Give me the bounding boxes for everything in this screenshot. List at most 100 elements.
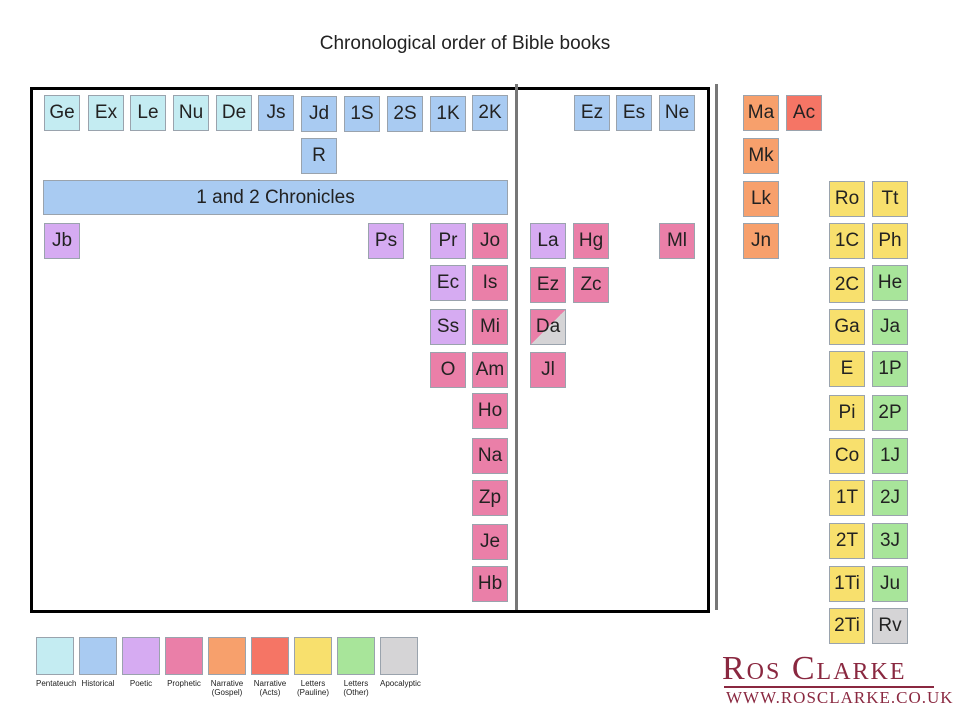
legend-label: Letters (Other) xyxy=(343,679,369,697)
legend-swatch xyxy=(380,637,418,675)
book-2ti: 2Ti xyxy=(829,608,865,644)
book-1k: 1K xyxy=(430,96,466,132)
logo-url: WWW.ROSCLARKE.CO.UK xyxy=(726,688,954,707)
book-hg: Hg xyxy=(573,223,609,259)
book-lk: Lk xyxy=(743,181,779,217)
legend-swatch xyxy=(122,637,160,675)
book-ro: Ro xyxy=(829,181,865,217)
book-le: Le xyxy=(130,95,166,131)
book-ho: Ho xyxy=(472,393,508,429)
book-ne: Ne xyxy=(659,95,695,131)
book-rv: Rv xyxy=(872,608,908,644)
legend-swatch xyxy=(337,637,375,675)
book-2p: 2P xyxy=(872,395,908,431)
book-ju: Ju xyxy=(872,566,908,602)
book-co: Co xyxy=(829,438,865,474)
legend-item-historical: Historical xyxy=(79,637,117,688)
book-de: De xyxy=(216,95,252,131)
legend-swatch xyxy=(165,637,203,675)
book-e: E xyxy=(829,351,865,387)
legend-item-pentateuch: Pentateuch xyxy=(36,637,77,688)
book-js: Js xyxy=(258,95,294,131)
book-am: Am xyxy=(472,352,508,388)
book-ex: Ex xyxy=(88,95,124,131)
book-2j: 2J xyxy=(872,480,908,516)
book-jb: Jb xyxy=(44,223,80,259)
book-hb: Hb xyxy=(472,566,508,602)
book-1j: 1J xyxy=(872,438,908,474)
book-jd: Jd xyxy=(301,96,337,132)
legend-label: Prophetic xyxy=(167,679,201,688)
book-es: Es xyxy=(616,95,652,131)
legend-item-prophetic: Prophetic xyxy=(165,637,203,688)
book-2k: 2K xyxy=(472,95,508,131)
book-nu: Nu xyxy=(173,95,209,131)
book-je: Je xyxy=(472,524,508,560)
diagram-title: Chronological order of Bible books xyxy=(319,33,611,54)
book-tt: Tt xyxy=(872,181,908,217)
book-ec: Ec xyxy=(430,265,466,301)
book-na: Na xyxy=(472,438,508,474)
legend-item-acts: Narrative (Acts) xyxy=(251,637,289,697)
book-ga: Ga xyxy=(829,309,865,345)
book-1ti: 1Ti xyxy=(829,566,865,602)
legend-label: Poetic xyxy=(129,679,153,688)
legend-swatch xyxy=(208,637,246,675)
book-jl: Jl xyxy=(530,352,566,388)
book-zc: Zc xyxy=(573,267,609,303)
book-la: La xyxy=(530,223,566,259)
book-1p: 1P xyxy=(872,351,908,387)
book-ml: Ml xyxy=(659,223,695,259)
legend-item-poetic: Poetic xyxy=(122,637,160,688)
chronicles-label: 1 and 2 Chronicles xyxy=(196,186,355,208)
book-1s: 1S xyxy=(344,96,380,132)
legend-label: Apocalyptic xyxy=(380,679,421,688)
book-pi: Pi xyxy=(829,395,865,431)
book-1c: 1C xyxy=(829,223,865,259)
book-1t: 1T xyxy=(829,480,865,516)
book-ph: Ph xyxy=(872,223,908,259)
book-ja: Ja xyxy=(872,309,908,345)
book-r: R xyxy=(301,138,337,174)
legend-item-other: Letters (Other) xyxy=(337,637,375,697)
book-mk: Mk xyxy=(743,138,779,174)
book-pr: Pr xyxy=(430,223,466,259)
legend-swatch xyxy=(251,637,289,675)
book-mi: Mi xyxy=(472,309,508,345)
book-ss: Ss xyxy=(430,309,466,345)
book-zp: Zp xyxy=(472,480,508,516)
old-testament-frame xyxy=(30,87,710,613)
legend-label: Letters (Pauline) xyxy=(296,679,329,697)
book-ez: Ez xyxy=(574,95,610,131)
book-2t: 2T xyxy=(829,523,865,559)
book-is: Is xyxy=(472,265,508,301)
legend-item-gospel: Narrative (Gospel) xyxy=(208,637,246,697)
book-o: O xyxy=(430,352,466,388)
book-jo: Jo xyxy=(472,223,508,259)
book-da: Da xyxy=(530,309,566,345)
book-jn: Jn xyxy=(743,223,779,259)
legend-swatch xyxy=(294,637,332,675)
legend-swatch xyxy=(79,637,117,675)
book-ps: Ps xyxy=(368,223,404,259)
logo-name: Ros Clarke xyxy=(722,650,907,687)
legend-label: Narrative (Acts) xyxy=(253,679,287,697)
legend-label: Narrative (Gospel) xyxy=(210,679,244,697)
book-2s: 2S xyxy=(387,96,423,132)
legend-label: Historical xyxy=(81,679,115,688)
logo-underline xyxy=(724,686,934,688)
book-he: He xyxy=(872,265,908,301)
chronicles-bar: 1 and 2 Chronicles xyxy=(43,180,508,215)
book-2c: 2C xyxy=(829,267,865,303)
book-ma: Ma xyxy=(743,95,779,131)
book-3j: 3J xyxy=(872,523,908,559)
book-ac: Ac xyxy=(786,95,822,131)
legend-item-pauline: Letters (Pauline) xyxy=(294,637,332,697)
legend-label: Pentateuch xyxy=(36,679,77,688)
divider-exile xyxy=(515,84,518,610)
legend-swatch xyxy=(36,637,74,675)
divider-new-testament xyxy=(715,84,718,610)
book-ge: Ge xyxy=(44,95,80,131)
legend-item-apocalyptic: Apocalyptic xyxy=(380,637,421,688)
book-ez: Ez xyxy=(530,267,566,303)
